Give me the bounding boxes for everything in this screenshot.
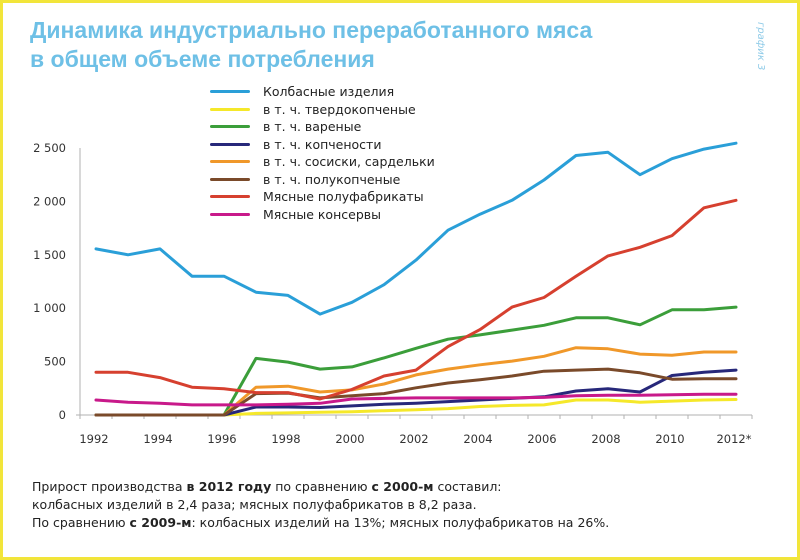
- legend-item: в т. ч. полукопченые: [210, 171, 435, 189]
- legend-swatch: [210, 212, 250, 216]
- legend-label: в т. ч. сосиски, сардельки: [263, 154, 435, 170]
- x-tick-label: 2006: [527, 432, 556, 446]
- footer-line-1: Прирост производства в 2012 году по срав…: [32, 478, 609, 496]
- legend-label: в т. ч. полукопченые: [263, 171, 401, 187]
- y-tick-label: 1 000: [33, 301, 66, 315]
- axes: 0 500 1 000 1 500 2 000 2 500 1992 1994 1996 1998…: [33, 141, 753, 446]
- footer-text: по сравнению: [271, 479, 372, 494]
- footer-text: составил:: [433, 479, 502, 494]
- legend-label: в т. ч. копчености: [263, 136, 382, 152]
- series-line-6: [94, 367, 738, 417]
- footer-text: : колбасных изделий на 13%; мясных полуф…: [191, 515, 610, 530]
- x-tick-label: 1994: [143, 432, 172, 446]
- legend-item: Колбасные изделия: [210, 83, 435, 101]
- footer-line-2: колбасных изделий в 2,4 раза; мясных пол…: [32, 497, 477, 512]
- legend-label: Колбасные изделия: [263, 84, 395, 100]
- series-lines: [94, 141, 738, 417]
- legend: Колбасные изделия в т. ч. твердокопченые в…: [210, 83, 435, 223]
- x-tick-label: 2004: [463, 432, 492, 446]
- x-tick-label: 2000: [335, 432, 364, 446]
- legend-item: в т. ч. копчености: [210, 136, 435, 154]
- y-tick-label: 2 500: [33, 141, 66, 155]
- series-line-7: [94, 198, 738, 401]
- legend-item: в т. ч. сосиски, сардельки: [210, 153, 435, 171]
- legend-swatch: [210, 177, 250, 181]
- legend-item: Мясные полуфабрикаты: [210, 188, 435, 206]
- y-tick-label: 500: [44, 355, 66, 369]
- y-tick-label: 2 000: [33, 194, 66, 208]
- x-tick-label: 1998: [271, 432, 300, 446]
- series-line-1: [94, 141, 738, 316]
- footer-text: По сравнению: [32, 515, 130, 530]
- x-tick-label: 1992: [79, 432, 108, 446]
- footer-bold: в 2012 году: [186, 479, 272, 494]
- legend-swatch: [210, 90, 250, 94]
- legend-item: Мясные консервы: [210, 206, 435, 224]
- legend-swatch: [210, 142, 250, 146]
- x-tick-label: 2002: [399, 432, 428, 446]
- legend-label: Мясные консервы: [263, 206, 381, 222]
- legend-swatch: [210, 107, 250, 111]
- x-tick-label: 2010: [655, 432, 684, 446]
- footer-text: Прирост производства: [32, 479, 187, 494]
- y-tick-label: 1 500: [33, 248, 66, 262]
- x-tick-label: 2008: [591, 432, 620, 446]
- legend-label: в т. ч. вареные: [263, 119, 362, 135]
- legend-item: в т. ч. твердокопченые: [210, 101, 435, 119]
- footer-bold: с 2009-м: [129, 515, 192, 530]
- legend-swatch: [210, 160, 250, 164]
- footer-bold: с 2000-м: [371, 479, 434, 494]
- chart-title: Динамика индустриально переработанного м…: [30, 16, 592, 74]
- legend-label: Мясные полуфабрикаты: [263, 189, 424, 205]
- chart-title-line-2: в общем объеме потребления: [30, 46, 375, 72]
- legend-item: в т. ч. вареные: [210, 118, 435, 136]
- legend-swatch: [210, 125, 250, 129]
- y-tick-label: 0: [59, 408, 66, 422]
- x-tick-label: 2012*: [716, 432, 751, 446]
- legend-label: в т. ч. твердокопченые: [263, 101, 416, 117]
- series-line-8: [94, 392, 738, 407]
- legend-swatch: [210, 195, 250, 199]
- x-tick-label: 1996: [207, 432, 236, 446]
- footer-note: Прирост производства в 2012 году по срав…: [32, 478, 609, 532]
- chart-title-line-1: Динамика индустриально переработанного м…: [30, 17, 593, 43]
- footer-line-3: По сравнению с 2009-м: колбасных изделий…: [32, 514, 609, 532]
